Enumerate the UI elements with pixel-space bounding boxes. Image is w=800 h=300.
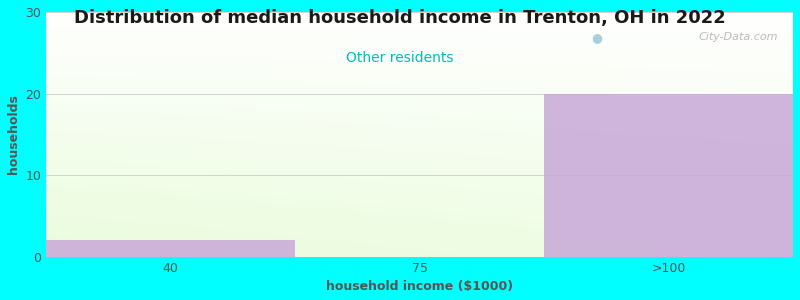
X-axis label: household income ($1000): household income ($1000) xyxy=(326,280,514,293)
Bar xyxy=(46,240,295,256)
Text: City-Data.com: City-Data.com xyxy=(698,32,778,41)
Text: Other residents: Other residents xyxy=(346,51,454,65)
Text: ●: ● xyxy=(592,32,602,44)
Bar xyxy=(544,94,793,256)
Y-axis label: households: households xyxy=(7,94,20,174)
Text: Distribution of median household income in Trenton, OH in 2022: Distribution of median household income … xyxy=(74,9,726,27)
